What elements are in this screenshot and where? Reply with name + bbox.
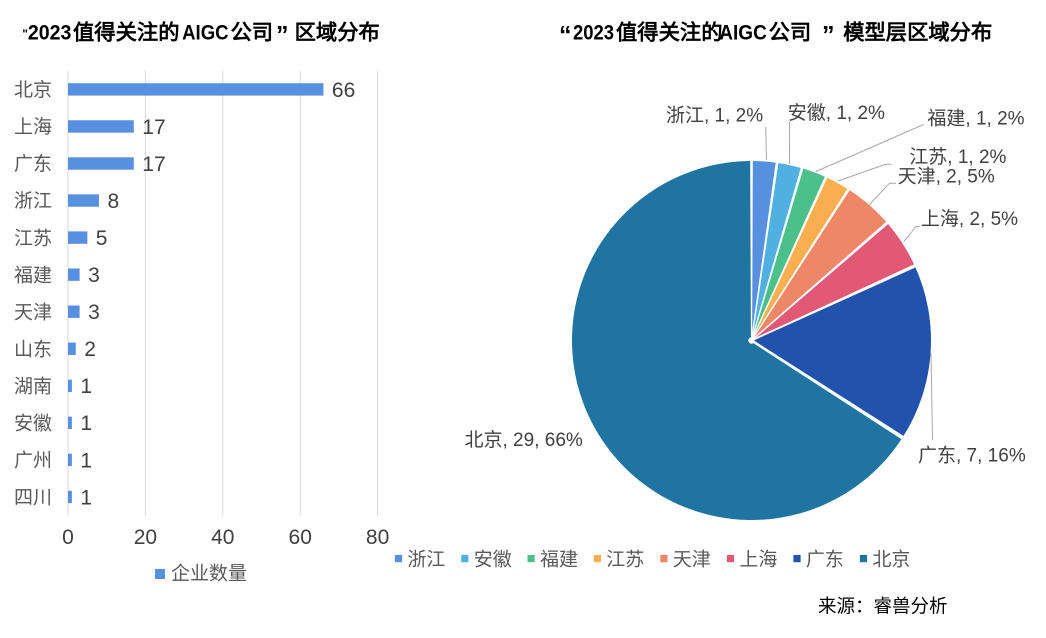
- svg-text:福建: 福建: [14, 264, 52, 286]
- svg-text:1: 1: [80, 375, 92, 398]
- svg-text:17: 17: [142, 153, 165, 176]
- svg-text:3: 3: [88, 264, 100, 287]
- svg-text:江苏: 江苏: [14, 227, 52, 249]
- svg-text:湖南: 湖南: [14, 376, 52, 398]
- svg-text:北京: 北京: [14, 79, 52, 101]
- svg-text:浙江: 浙江: [14, 190, 52, 212]
- svg-text:浙江: 浙江: [407, 548, 445, 570]
- svg-text:“: “: [559, 22, 572, 50]
- svg-text:60: 60: [289, 526, 312, 549]
- svg-text:广州: 广州: [14, 450, 52, 472]
- svg-text:": ": [22, 27, 28, 41]
- svg-text:江苏: 江苏: [606, 548, 644, 570]
- svg-text:广东: 广东: [14, 153, 52, 175]
- svg-text:上海, 2, 5%: 上海, 2, 5%: [921, 208, 1018, 230]
- svg-text:安徽: 安徽: [14, 413, 52, 435]
- svg-text:广东: 广东: [806, 548, 844, 570]
- svg-text:3: 3: [88, 301, 100, 324]
- svg-text:山东: 山东: [14, 338, 52, 360]
- svg-text:天津: 天津: [14, 301, 52, 323]
- svg-text:20: 20: [134, 526, 157, 549]
- svg-text:17: 17: [142, 116, 165, 139]
- svg-text:1: 1: [80, 449, 92, 472]
- svg-text:40: 40: [211, 526, 234, 549]
- svg-text:福建: 福建: [540, 548, 578, 570]
- svg-text:安徽, 1, 2%: 安徽, 1, 2%: [788, 102, 885, 124]
- svg-text:”: ”: [822, 22, 835, 50]
- svg-text:安徽: 安徽: [474, 548, 512, 570]
- svg-text:”: ”: [276, 22, 289, 50]
- svg-text:2: 2: [84, 338, 96, 361]
- svg-text:北京, 29, 66%: 北京, 29, 66%: [465, 429, 583, 451]
- svg-text:80: 80: [366, 526, 389, 549]
- svg-text:1: 1: [80, 412, 92, 435]
- svg-text:广东, 7, 16%: 广东, 7, 16%: [918, 445, 1026, 467]
- svg-text:浙江, 1, 2%: 浙江, 1, 2%: [666, 105, 763, 127]
- svg-text:北京: 北京: [872, 548, 910, 570]
- svg-text:5: 5: [96, 227, 108, 250]
- svg-text:8: 8: [108, 190, 120, 213]
- svg-text:四川: 四川: [14, 488, 52, 509]
- svg-text:天津: 天津: [673, 548, 711, 570]
- svg-text:江苏, 1, 2%: 江苏, 1, 2%: [909, 146, 1006, 168]
- svg-text:1: 1: [80, 486, 92, 509]
- svg-text:66: 66: [332, 79, 355, 102]
- svg-text:上海: 上海: [14, 116, 52, 138]
- svg-text:上海: 上海: [739, 548, 777, 570]
- svg-text:0: 0: [62, 526, 74, 549]
- svg-text:福建, 1, 2%: 福建, 1, 2%: [927, 107, 1024, 129]
- svg-text:天津, 2, 5%: 天津, 2, 5%: [898, 166, 995, 188]
- svg-text:企业数量: 企业数量: [171, 563, 247, 585]
- svg-text:来源：睿兽分析: 来源：睿兽分析: [818, 596, 948, 617]
